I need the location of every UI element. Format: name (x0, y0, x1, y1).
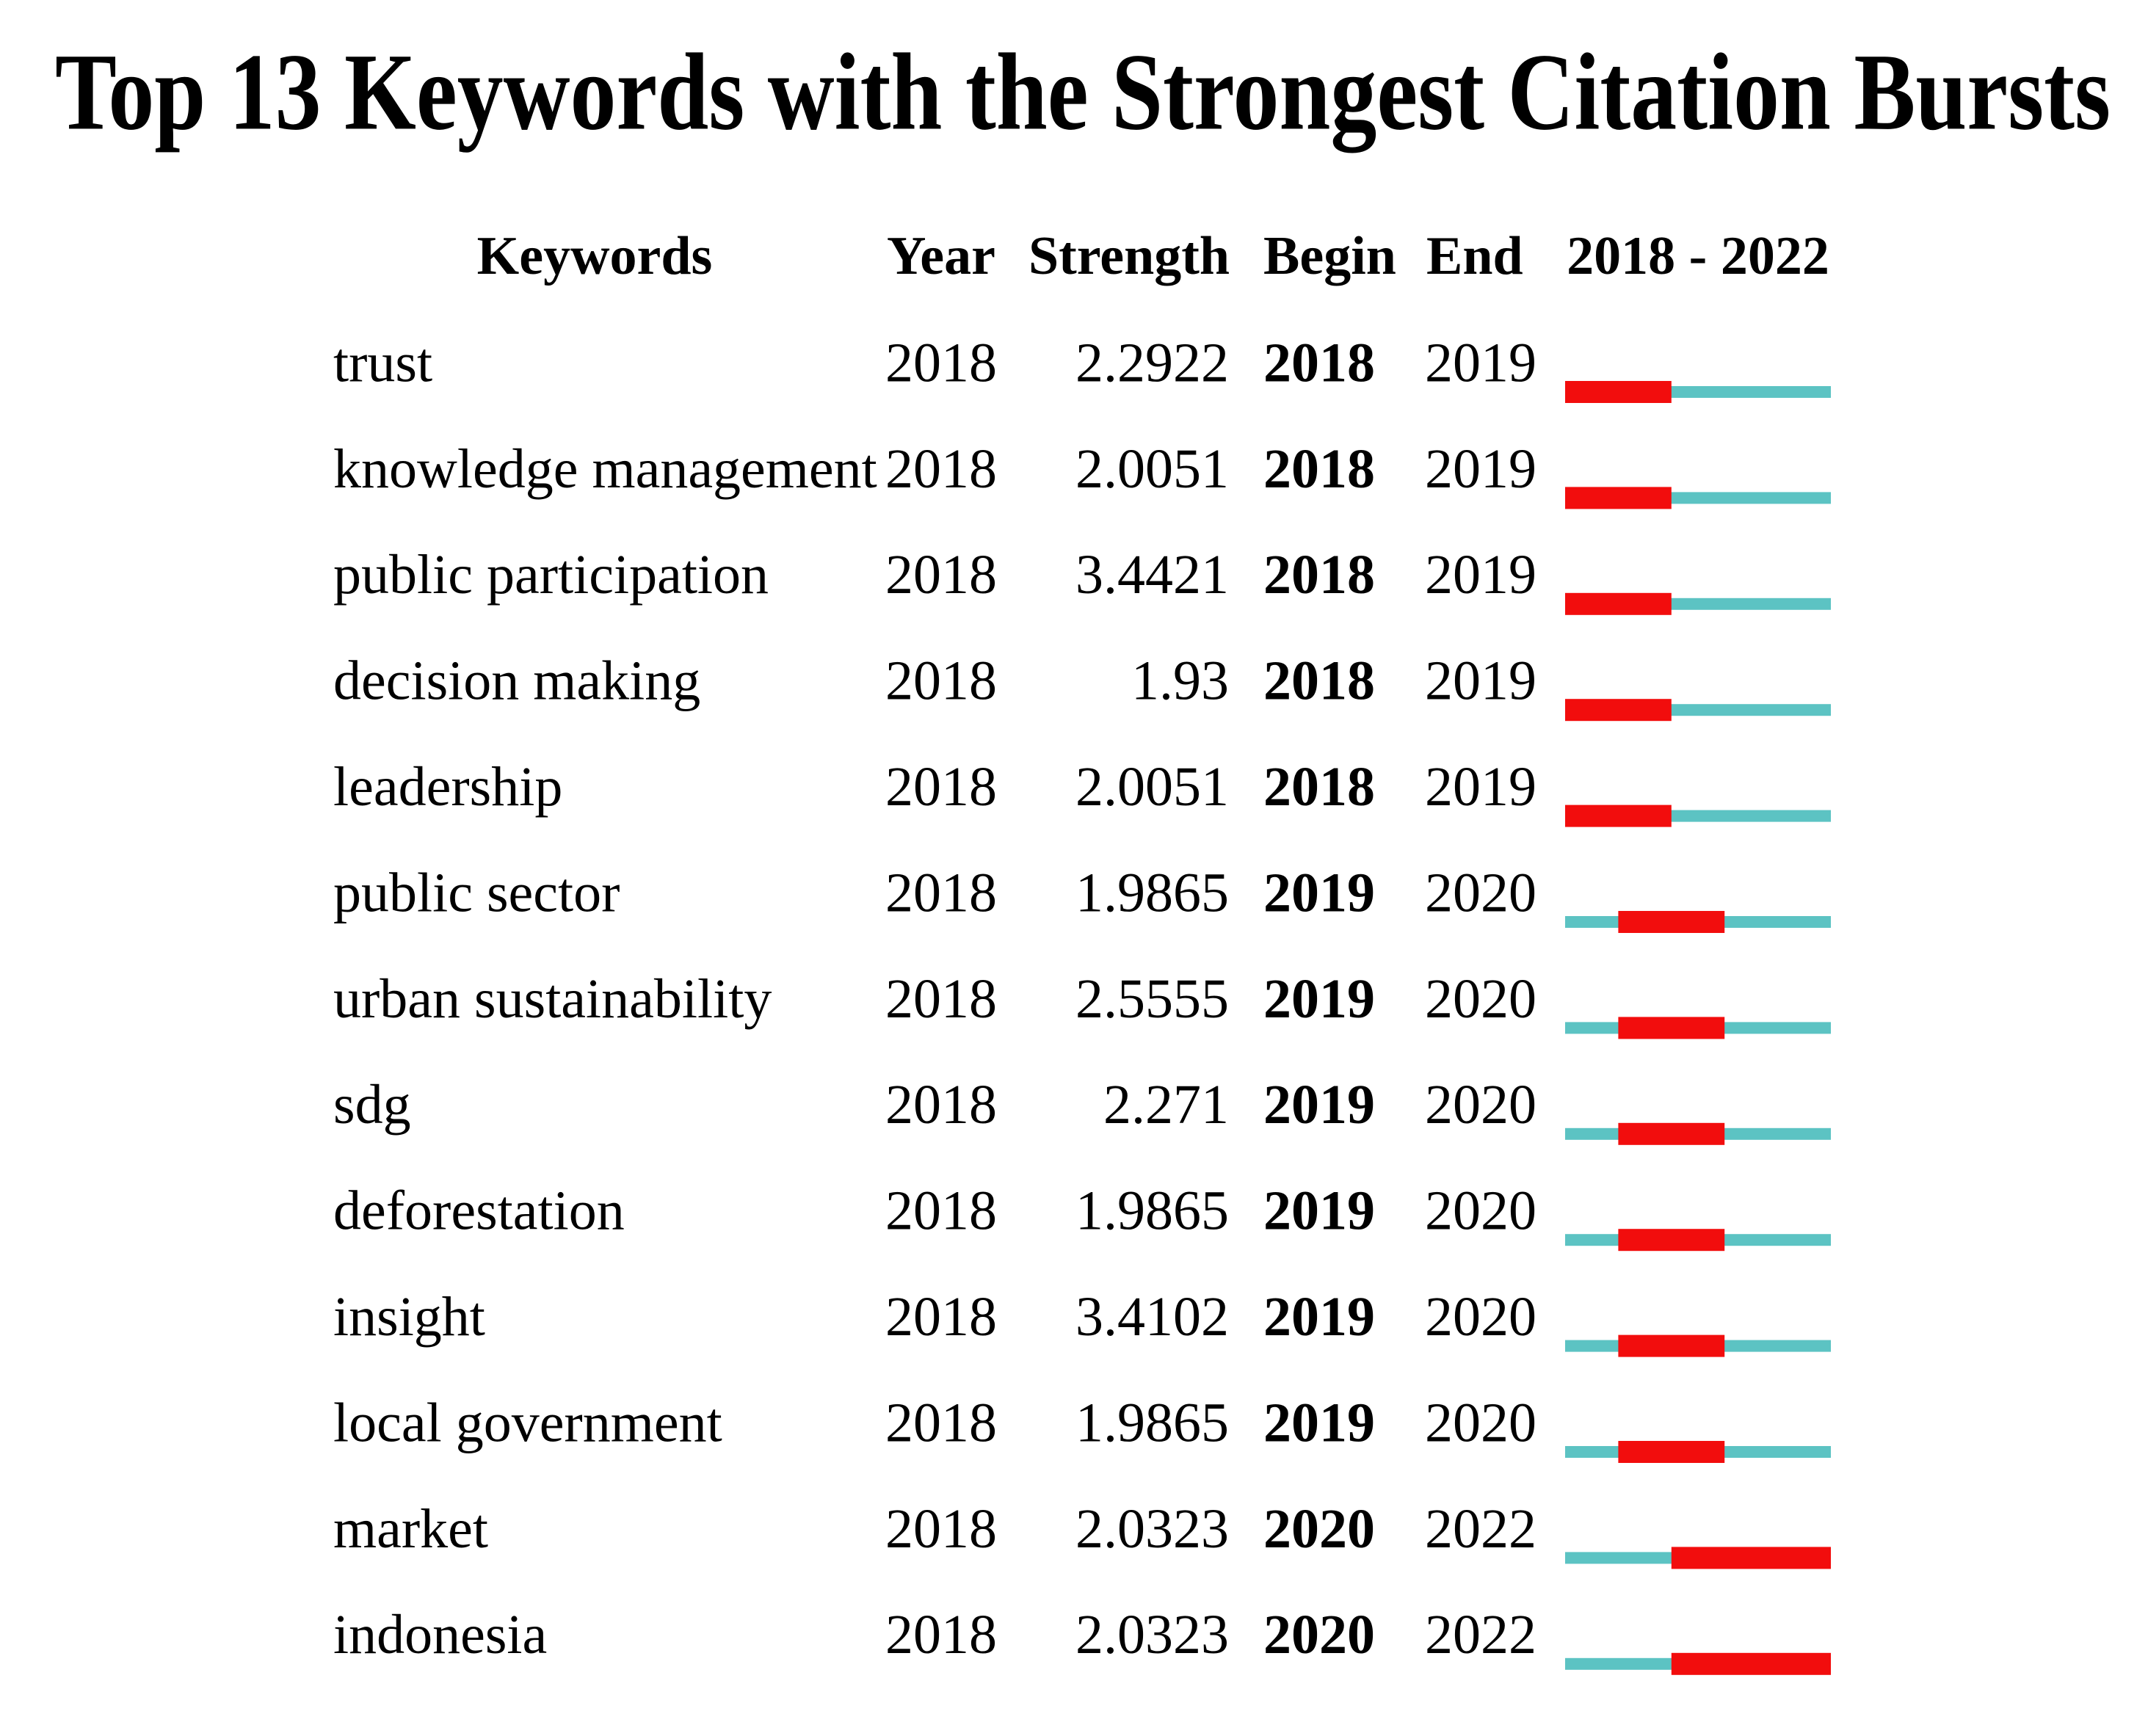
begin: 2019 (1263, 1180, 1375, 1242)
burst-bar (1565, 699, 1672, 722)
keyword: market (333, 1498, 488, 1560)
keyword: sdg (333, 1074, 411, 1136)
begin: 2019 (1263, 1074, 1375, 1136)
strength: 2.271 (1103, 1074, 1229, 1136)
end: 2022 (1425, 1498, 1536, 1560)
keyword: knowledge management (333, 438, 877, 500)
burst-bar (1618, 1017, 1725, 1039)
year: 2018 (885, 1604, 997, 1666)
strength: 1.9865 (1075, 1180, 1229, 1242)
column-header: Keywords (477, 226, 713, 286)
burst-bar (1618, 911, 1725, 933)
strength: 1.93 (1131, 650, 1229, 712)
column-header: Year (887, 226, 995, 286)
title: Top 13 Keywords with the Strongest Citat… (55, 31, 2111, 153)
end: 2019 (1425, 650, 1536, 712)
end: 2022 (1425, 1604, 1536, 1666)
year: 2018 (885, 1180, 997, 1242)
strength: 2.5555 (1075, 968, 1229, 1030)
strength: 3.4102 (1075, 1286, 1229, 1348)
burst-bar (1565, 592, 1672, 615)
end: 2019 (1425, 544, 1536, 606)
column-header: Begin (1263, 226, 1396, 286)
end: 2020 (1425, 1180, 1536, 1242)
timeline-header: 2018 - 2022 (1567, 226, 1829, 286)
year: 2018 (885, 968, 997, 1030)
year: 2018 (885, 1498, 997, 1560)
begin: 2018 (1263, 332, 1375, 393)
strength: 1.9865 (1075, 862, 1229, 923)
begin: 2020 (1263, 1498, 1375, 1560)
keyword: local government (333, 1392, 722, 1453)
burst-bar (1565, 805, 1672, 827)
strength: 2.0323 (1075, 1498, 1229, 1560)
keyword: urban sustainability (333, 968, 772, 1030)
year: 2018 (885, 1074, 997, 1136)
end: 2019 (1425, 756, 1536, 818)
begin: 2019 (1263, 862, 1375, 923)
keyword: leadership (333, 756, 562, 818)
strength: 2.0051 (1075, 756, 1229, 818)
burst-bar (1671, 1652, 1831, 1675)
end: 2020 (1425, 862, 1536, 923)
burst-bar (1565, 381, 1672, 403)
burst-bar (1618, 1229, 1725, 1252)
end: 2020 (1425, 1392, 1536, 1453)
burst-bar (1618, 1122, 1725, 1145)
year: 2018 (885, 332, 997, 393)
begin: 2019 (1263, 1392, 1375, 1453)
keyword: trust (333, 332, 432, 393)
keyword: public participation (333, 544, 769, 606)
burst-bar (1618, 1334, 1725, 1357)
column-header: End (1426, 226, 1523, 286)
year: 2018 (885, 650, 997, 712)
keyword: deforestation (333, 1180, 625, 1242)
burst-bar (1618, 1441, 1725, 1463)
burst-bar (1671, 1547, 1831, 1569)
year: 2018 (885, 1392, 997, 1453)
year: 2018 (885, 756, 997, 818)
begin: 2020 (1263, 1604, 1375, 1666)
year: 2018 (885, 438, 997, 500)
strength: 2.0051 (1075, 438, 1229, 500)
end: 2019 (1425, 332, 1536, 393)
begin: 2018 (1263, 438, 1375, 500)
year: 2018 (885, 544, 997, 606)
column-header: Strength (1028, 226, 1230, 286)
end: 2020 (1425, 968, 1536, 1030)
begin: 2018 (1263, 756, 1375, 818)
year: 2018 (885, 862, 997, 923)
year: 2018 (885, 1286, 997, 1348)
begin: 2018 (1263, 650, 1375, 712)
burst-bar (1565, 487, 1672, 509)
strength: 3.4421 (1075, 544, 1229, 606)
strength: 2.0323 (1075, 1604, 1229, 1666)
keyword: indonesia (333, 1604, 547, 1666)
end: 2020 (1425, 1286, 1536, 1348)
begin: 2018 (1263, 544, 1375, 606)
strength: 1.9865 (1075, 1392, 1229, 1453)
end: 2019 (1425, 438, 1536, 500)
begin: 2019 (1263, 968, 1375, 1030)
keyword: decision making (333, 650, 700, 712)
end: 2020 (1425, 1074, 1536, 1136)
keyword: public sector (333, 862, 620, 923)
begin: 2019 (1263, 1286, 1375, 1348)
strength: 2.2922 (1075, 332, 1229, 393)
keyword: insight (333, 1286, 485, 1348)
